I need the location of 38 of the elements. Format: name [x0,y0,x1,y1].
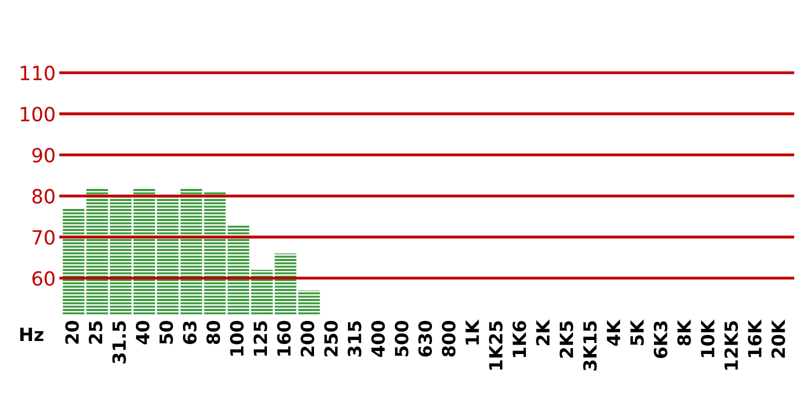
x-tick-label: 500 [394,320,408,356]
x-tick-label: 20K [771,319,786,358]
y-tick-label: 80 [32,188,55,204]
x-tick-label: 315 [348,321,362,356]
x-tick-label: 20 [65,320,79,344]
x-tick-label: 50 [159,320,174,344]
x-tick-label: 1K [466,319,479,344]
x-tick-label: 630 [418,320,432,357]
x-tick-label: 31.5 [112,321,126,364]
x-tick-label: 10K [700,319,714,358]
x-tick-label: 63 [182,321,197,344]
x-tick-label: 12K5 [724,321,738,370]
y-tick-label: 90 [32,148,55,163]
x-tick-label: 6K3 [654,321,668,358]
x-tick-label: 400 [371,320,385,357]
x-tick-label: 1K6 [512,320,526,358]
x-tick-label: 80 [206,320,220,344]
x-tick-label: 5K [630,319,644,346]
x-tick-label: 125 [254,321,268,356]
x-tick-label: 2K5 [560,321,574,358]
x-tick-label: 2K [536,319,550,346]
x-tick-label: 160 [277,320,291,356]
x-tick-label: 1K25 [488,321,503,370]
x-axis-title: Hz [20,328,44,341]
x-tick-label: 200 [300,320,314,356]
x-tick-label: 8K [677,319,691,346]
x-tick-label: 100 [230,320,244,356]
x-tick-label: 40 [136,320,150,344]
y-tick-label: 110 [20,66,55,80]
x-tick-label: 250 [324,320,338,356]
y-tick-label: 70 [32,230,55,245]
y-tick-label: 100 [20,106,55,122]
x-tick-label: 4K [606,319,620,346]
x-tick-label: 16K [748,319,762,358]
x-tick-label: 3K15 [583,321,597,370]
y-tick-label: 60 [32,271,55,286]
x-tick-label: 800 [442,320,456,357]
x-tick-label: 25 [88,321,102,344]
